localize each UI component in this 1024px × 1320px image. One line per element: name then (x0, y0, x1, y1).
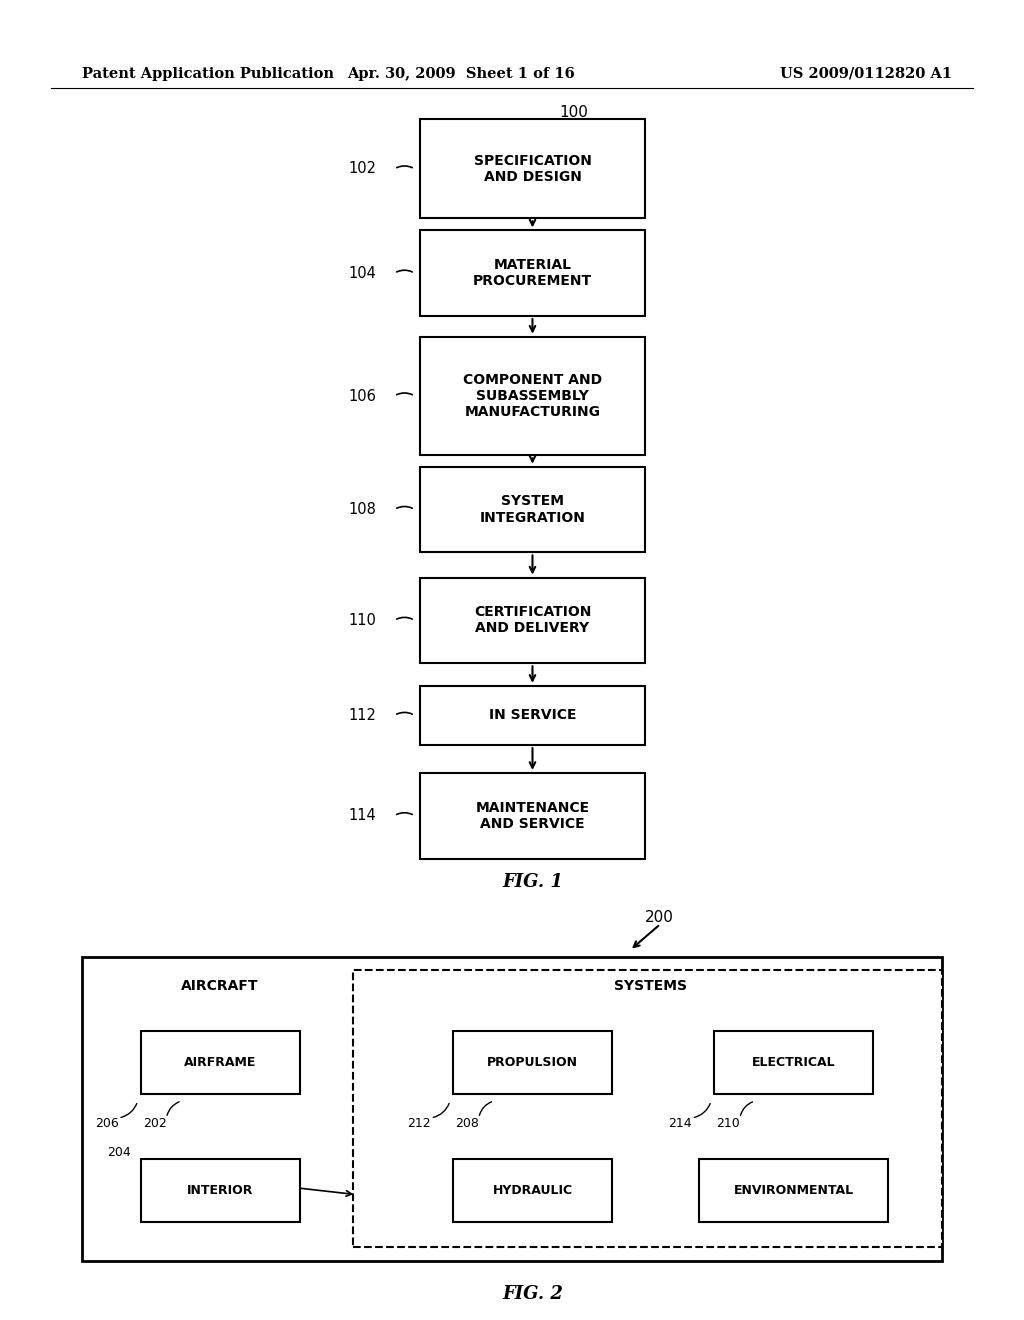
Text: CERTIFICATION
AND DELIVERY: CERTIFICATION AND DELIVERY (474, 606, 591, 635)
Text: Patent Application Publication: Patent Application Publication (82, 67, 334, 81)
Text: 106: 106 (348, 388, 376, 404)
Text: 212: 212 (408, 1117, 431, 1130)
Text: 110: 110 (348, 612, 376, 628)
FancyBboxPatch shape (420, 578, 645, 663)
Text: INTERIOR: INTERIOR (187, 1184, 253, 1197)
Text: 200: 200 (645, 909, 674, 925)
FancyBboxPatch shape (698, 1159, 888, 1222)
Text: 112: 112 (348, 708, 376, 723)
Text: 102: 102 (348, 161, 376, 177)
Text: 100: 100 (559, 104, 588, 120)
FancyBboxPatch shape (420, 466, 645, 552)
Text: 104: 104 (348, 265, 376, 281)
Text: MATERIAL
PROCUREMENT: MATERIAL PROCUREMENT (473, 259, 592, 288)
Text: MAINTENANCE
AND SERVICE: MAINTENANCE AND SERVICE (475, 801, 590, 830)
FancyBboxPatch shape (420, 772, 645, 858)
Text: 208: 208 (455, 1117, 479, 1130)
Text: 202: 202 (143, 1117, 167, 1130)
Text: 210: 210 (717, 1117, 740, 1130)
Text: HYDRAULIC: HYDRAULIC (493, 1184, 572, 1197)
FancyBboxPatch shape (420, 120, 645, 218)
FancyBboxPatch shape (453, 1031, 612, 1094)
Text: PROPULSION: PROPULSION (487, 1056, 578, 1069)
FancyBboxPatch shape (453, 1159, 612, 1222)
FancyBboxPatch shape (420, 686, 645, 744)
FancyBboxPatch shape (420, 337, 645, 455)
FancyBboxPatch shape (141, 1159, 299, 1222)
Text: COMPONENT AND
SUBASSEMBLY
MANUFACTURING: COMPONENT AND SUBASSEMBLY MANUFACTURING (463, 372, 602, 420)
Text: ENVIRONMENTAL: ENVIRONMENTAL (733, 1184, 854, 1197)
Text: ELECTRICAL: ELECTRICAL (752, 1056, 836, 1069)
Text: FIG. 2: FIG. 2 (502, 1284, 563, 1303)
FancyBboxPatch shape (141, 1031, 299, 1094)
Text: FIG. 1: FIG. 1 (502, 873, 563, 891)
Text: 108: 108 (348, 502, 376, 517)
Text: SYSTEMS: SYSTEMS (613, 979, 687, 993)
Text: 214: 214 (668, 1117, 692, 1130)
Text: AIRFRAME: AIRFRAME (184, 1056, 256, 1069)
FancyBboxPatch shape (353, 970, 942, 1247)
Text: US 2009/0112820 A1: US 2009/0112820 A1 (780, 67, 952, 81)
Text: 114: 114 (348, 808, 376, 824)
Text: 206: 206 (95, 1117, 119, 1130)
Text: SYSTEM
INTEGRATION: SYSTEM INTEGRATION (479, 495, 586, 524)
FancyBboxPatch shape (420, 230, 645, 315)
Text: AIRCRAFT: AIRCRAFT (181, 979, 259, 993)
FancyBboxPatch shape (715, 1031, 872, 1094)
FancyBboxPatch shape (82, 957, 942, 1261)
Text: IN SERVICE: IN SERVICE (488, 709, 577, 722)
Text: 204: 204 (106, 1146, 131, 1159)
Text: SPECIFICATION
AND DESIGN: SPECIFICATION AND DESIGN (473, 154, 592, 183)
Text: Apr. 30, 2009  Sheet 1 of 16: Apr. 30, 2009 Sheet 1 of 16 (347, 67, 574, 81)
